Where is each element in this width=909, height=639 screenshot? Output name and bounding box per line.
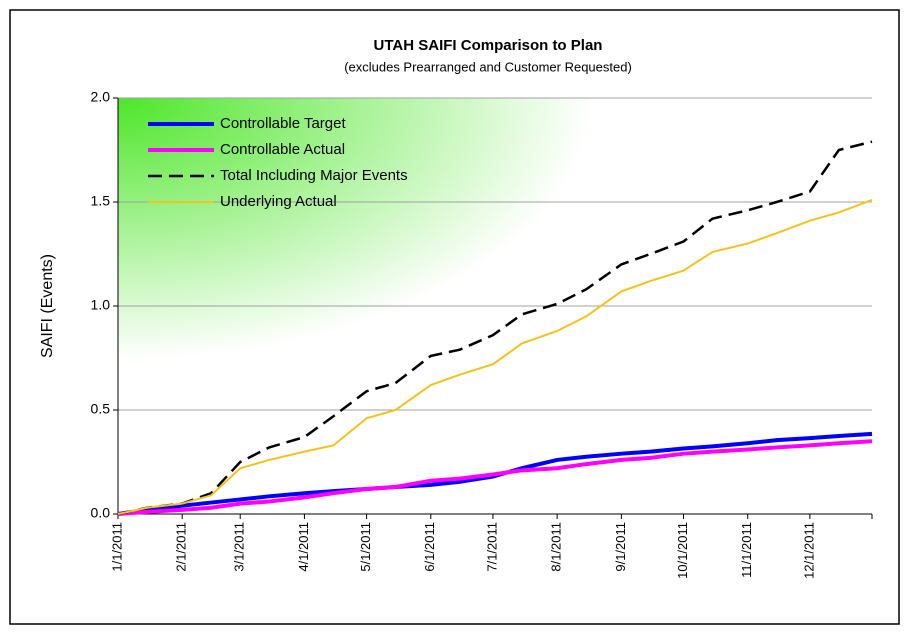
y-tick-label: 0.5 bbox=[91, 401, 111, 417]
series-line bbox=[117, 140, 873, 516]
y-tick-label: 0.0 bbox=[91, 505, 111, 521]
series-line bbox=[117, 431, 873, 516]
legend-label: Controllable Target bbox=[220, 115, 346, 132]
x-tick-label: 2/1/2011 bbox=[174, 522, 189, 572]
series-line bbox=[117, 439, 873, 516]
y-tick-label: 2.0 bbox=[91, 89, 111, 105]
legend-label: Total Including Major Events bbox=[220, 167, 408, 184]
x-tick-label: 1/1/2011 bbox=[109, 522, 124, 572]
x-tick-label: 3/1/2011 bbox=[232, 522, 247, 572]
y-tick-label: 1.5 bbox=[91, 193, 111, 209]
chart-title: UTAH SAIFI Comparison to Plan bbox=[374, 37, 603, 54]
x-tick-label: 7/1/2011 bbox=[484, 522, 499, 572]
legend-label: Underlying Actual bbox=[220, 193, 337, 210]
y-axis-label: SAIFI (Events) bbox=[39, 254, 56, 358]
y-tick-label: 1.0 bbox=[91, 297, 111, 313]
x-tick-label: 4/1/2011 bbox=[296, 522, 311, 572]
legend-label: Controllable Actual bbox=[220, 141, 345, 158]
x-tick-label: 8/1/2011 bbox=[549, 522, 564, 572]
x-tick-label: 12/1/2011 bbox=[801, 522, 816, 579]
chart-subtitle: (excludes Prearranged and Customer Reque… bbox=[344, 59, 632, 74]
x-tick-label: 10/1/2011 bbox=[675, 522, 690, 579]
x-tick-label: 5/1/2011 bbox=[358, 522, 373, 572]
x-tick-label: 6/1/2011 bbox=[422, 522, 437, 572]
x-tick-label: 11/1/2011 bbox=[739, 522, 754, 578]
series-line bbox=[117, 198, 873, 515]
x-tick-label: 9/1/2011 bbox=[613, 522, 628, 572]
